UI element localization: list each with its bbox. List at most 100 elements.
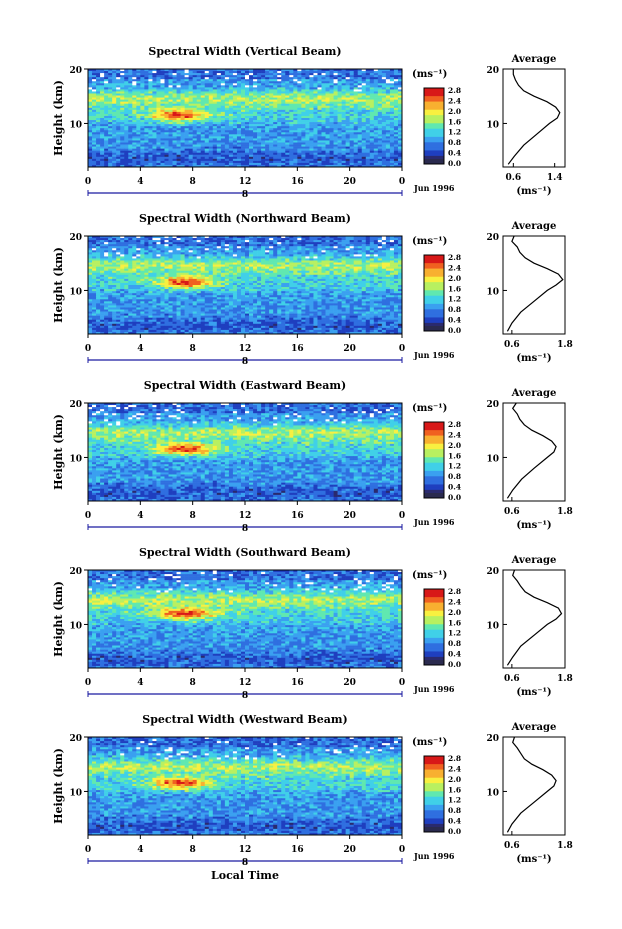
heatmap-cell (241, 238, 245, 240)
heatmap-cell (285, 75, 289, 77)
heatmap-cell (390, 110, 394, 112)
heatmap-cell (205, 110, 209, 112)
heatmap-cell (273, 159, 277, 161)
heatmap-cell (313, 108, 317, 110)
heatmap-cell (257, 118, 261, 120)
heatmap-cell (104, 100, 108, 102)
heatmap-cell (317, 77, 321, 79)
heatmap-cell (112, 250, 116, 252)
heatmap-cell (108, 163, 112, 165)
heatmap-cell (156, 124, 160, 126)
heatmap-cell (338, 118, 342, 120)
heatmap-cell (100, 136, 104, 138)
heatmap-cell (273, 83, 277, 85)
heatmap-cell (273, 140, 277, 142)
heatmap-cell (233, 261, 237, 263)
heatmap-cell (185, 242, 189, 244)
heatmap-cell (148, 256, 152, 258)
heatmap-cell (362, 240, 366, 242)
heatmap-cell (189, 256, 193, 258)
heatmap-cell (309, 89, 313, 91)
heatmap-cell (386, 258, 390, 260)
heatmap-cell (241, 83, 245, 85)
heatmap-cell (152, 112, 156, 114)
heatmap-cell (100, 248, 104, 250)
heatmap-cell (225, 149, 229, 151)
heatmap-cell (390, 153, 394, 155)
heatmap-cell (132, 256, 136, 258)
heatmap-cell (358, 120, 362, 122)
heatmap-cell (301, 242, 305, 244)
heatmap-cell (394, 98, 398, 100)
heatmap-cell (394, 120, 398, 122)
heatmap-cell (92, 261, 96, 263)
heatmap-cell (330, 118, 334, 120)
heatmap-cell (160, 263, 164, 265)
heatmap-cell (148, 108, 152, 110)
average-frame (503, 69, 565, 167)
heatmap-cell (277, 128, 281, 130)
heatmap-cell (317, 246, 321, 248)
heatmap-cell (342, 134, 346, 136)
heatmap-cell (277, 256, 281, 258)
heatmap-cell (136, 159, 140, 161)
heatmap-cell (144, 102, 148, 104)
heatmap-cell (281, 91, 285, 93)
heatmap-cell (92, 118, 96, 120)
heatmap-cell (128, 132, 132, 134)
heatmap-cell (237, 261, 241, 263)
heatmap-cell (321, 104, 325, 106)
heatmap-cell (390, 155, 394, 157)
heatmap-cell (346, 136, 350, 138)
heatmap-cell (136, 238, 140, 240)
heatmap-cell (342, 138, 346, 140)
heatmap-cell (293, 157, 297, 159)
heatmap-cell (152, 147, 156, 149)
heatmap-cell (144, 140, 148, 142)
heatmap-cell (277, 94, 281, 96)
heatmap-cell (362, 155, 366, 157)
heatmap-cell (88, 252, 92, 254)
heatmap-cell (313, 77, 317, 79)
heatmap-cell (120, 108, 124, 110)
heatmap-cell (164, 81, 168, 83)
heatmap-cell (342, 143, 346, 145)
heatmap-cell (177, 116, 181, 118)
heatmap-cell (205, 71, 209, 73)
heatmap-cell (245, 73, 249, 75)
heatmap-cell (285, 130, 289, 132)
heatmap-cell (273, 85, 277, 87)
heatmap-cell (342, 252, 346, 254)
heatmap-cell (269, 81, 273, 83)
heatmap-cell (390, 157, 394, 159)
heatmap-cell (140, 79, 144, 81)
heatmap-cell (394, 126, 398, 128)
heatmap-cell (301, 265, 305, 267)
heatmap-cell (293, 242, 297, 244)
heatmap-cell (245, 140, 249, 142)
heatmap-cell (293, 244, 297, 246)
heatmap-cell (317, 252, 321, 254)
heatmap-cell (265, 151, 269, 153)
heatmap-cell (269, 132, 273, 134)
heatmap-cell (92, 124, 96, 126)
heatmap-cell (342, 98, 346, 100)
heatmap-cell (382, 136, 386, 138)
heatmap-cell (257, 73, 261, 75)
heatmap-cell (217, 116, 221, 118)
heatmap-cell (241, 155, 245, 157)
heatmap-cell (164, 122, 168, 124)
heatmap-cell (108, 122, 112, 124)
heatmap-cell (225, 120, 229, 122)
heatmap-cell (217, 163, 221, 165)
heatmap-cell (100, 258, 104, 260)
heatmap-cell (297, 77, 301, 79)
heatmap-cell (326, 155, 330, 157)
heatmap-cell (370, 96, 374, 98)
heatmap-cell (309, 124, 313, 126)
heatmap-cell (136, 79, 140, 81)
heatmap-cell (96, 79, 100, 81)
heatmap-cell (197, 73, 201, 75)
heatmap-cell (229, 77, 233, 79)
heatmap-cell (217, 159, 221, 161)
